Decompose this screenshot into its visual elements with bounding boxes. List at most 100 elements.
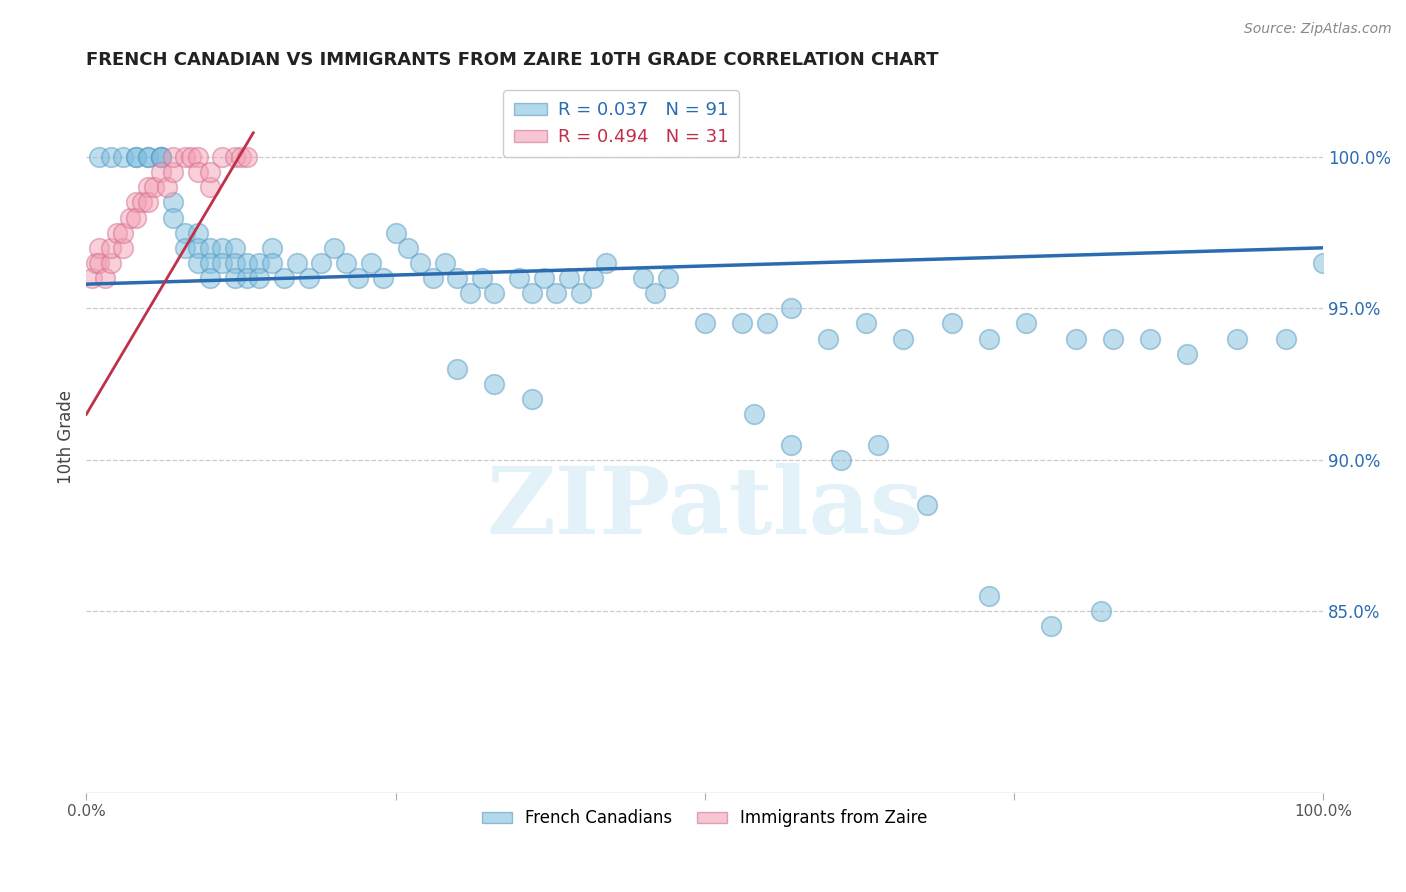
Text: Source: ZipAtlas.com: Source: ZipAtlas.com [1244,22,1392,37]
Point [520,392,543,406]
Point [174,226,197,240]
Point [149,150,172,164]
Point [1064,332,1087,346]
Point [891,332,914,346]
Point [742,407,765,421]
Point [260,256,283,270]
Point [118,211,141,225]
Point [224,241,246,255]
Point [162,150,184,164]
Point [384,226,406,240]
Point [149,150,172,164]
Point [347,271,370,285]
Point [136,150,159,164]
Point [94,271,117,285]
Text: FRENCH CANADIAN VS IMMIGRANTS FROM ZAIRE 10TH GRADE CORRELATION CHART: FRENCH CANADIAN VS IMMIGRANTS FROM ZAIRE… [86,51,939,69]
Point [1015,317,1038,331]
Point [187,241,209,255]
Point [143,180,166,194]
Point [484,377,506,392]
Point [187,165,209,179]
Point [1275,332,1298,346]
Point [520,286,543,301]
Point [569,286,592,301]
Point [198,256,221,270]
Point [1102,332,1125,346]
Point [224,256,246,270]
Point [471,271,494,285]
Point [187,150,209,164]
Point [396,241,419,255]
Point [941,317,963,331]
Point [446,271,468,285]
Point [229,150,252,164]
Point [917,498,939,512]
Point [1040,619,1063,633]
Point [298,271,321,285]
Text: ZIPatlas: ZIPatlas [486,463,924,553]
Point [236,271,259,285]
Point [657,271,679,285]
Point [458,286,481,301]
Point [631,271,654,285]
Point [533,271,555,285]
Legend: French Canadians, Immigrants from Zaire: French Canadians, Immigrants from Zaire [475,803,935,834]
Point [162,195,184,210]
Point [198,165,221,179]
Point [693,317,716,331]
Point [484,286,506,301]
Point [112,226,135,240]
Point [156,180,179,194]
Point [780,301,803,316]
Point [105,226,128,240]
Point [187,226,209,240]
Point [755,317,778,331]
Point [446,362,468,376]
Y-axis label: 10th Grade: 10th Grade [58,390,75,484]
Point [125,150,148,164]
Point [125,150,148,164]
Point [100,241,122,255]
Point [260,241,283,255]
Point [198,271,221,285]
Point [211,256,233,270]
Point [273,271,295,285]
Point [131,195,153,210]
Point [1090,604,1112,618]
Point [198,241,221,255]
Point [595,256,617,270]
Point [1139,332,1161,346]
Point [211,241,233,255]
Point [125,211,148,225]
Point [433,256,456,270]
Point [84,256,107,270]
Point [557,271,579,285]
Point [371,271,394,285]
Point [582,271,605,285]
Point [180,150,202,164]
Point [198,180,221,194]
Point [211,150,233,164]
Point [136,195,159,210]
Point [125,195,148,210]
Point [87,150,110,164]
Point [149,150,172,164]
Point [112,150,135,164]
Point [136,150,159,164]
Point [866,437,889,451]
Point [855,317,877,331]
Point [322,241,344,255]
Point [236,256,259,270]
Point [224,271,246,285]
Point [546,286,568,301]
Point [1312,256,1334,270]
Point [409,256,432,270]
Point [174,150,197,164]
Point [731,317,754,331]
Point [1225,332,1247,346]
Point [187,256,209,270]
Point [979,332,1001,346]
Point [87,256,110,270]
Point [112,241,135,255]
Point [335,256,357,270]
